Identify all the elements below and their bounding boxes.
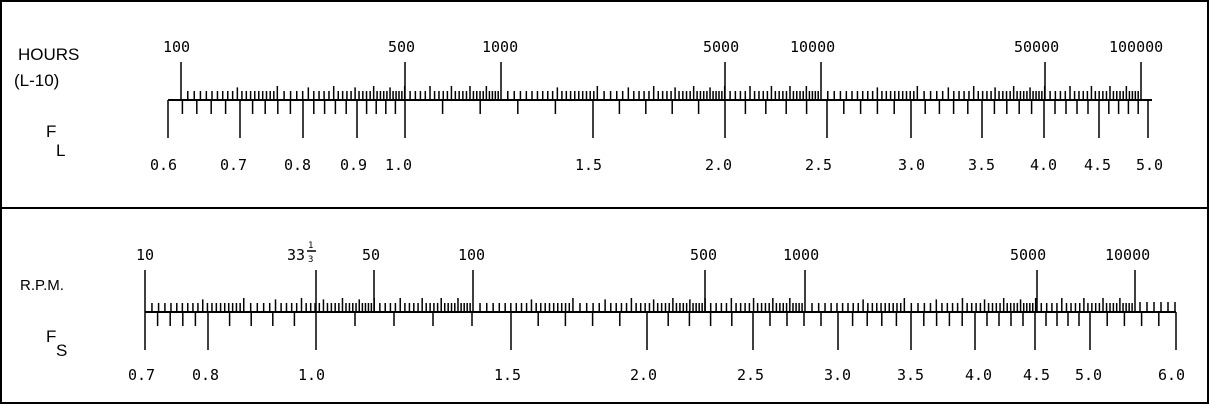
fs-factor-subscript: S <box>56 341 67 360</box>
rpm-label-5000: 5000 <box>1010 246 1046 264</box>
fl-label-1.5: 1.5 <box>575 156 602 174</box>
hours-label-100: 100 <box>163 38 190 56</box>
hours-label-500: 500 <box>388 38 415 56</box>
fl-factor-subscript: L <box>56 141 65 160</box>
rpm-label-100: 100 <box>458 246 485 264</box>
hours-subtitle: (L-10) <box>14 71 59 90</box>
fl-label-4.0: 4.0 <box>1030 156 1057 174</box>
fs-label-2.0: 2.0 <box>630 366 657 384</box>
fs-label-0.7: 0.7 <box>128 366 155 384</box>
fl-label-5.0: 5.0 <box>1136 156 1163 174</box>
rpm-label-1000: 1000 <box>783 246 819 264</box>
rpm-label-500: 500 <box>690 246 717 264</box>
fl-label-0.6: 0.6 <box>150 156 177 174</box>
fs-label-1.0: 1.0 <box>298 366 325 384</box>
rpm-label-10: 10 <box>136 246 154 264</box>
life-panel: HOURS (L-10) F L 100 500 1000 5000 10000… <box>14 38 1163 174</box>
speed-panel: R.P.M. F S 10 33 1 3 50 100 500 1000 500… <box>20 241 1185 384</box>
fl-factor-letter: F <box>46 122 56 141</box>
fl-label-4.5: 4.5 <box>1084 156 1111 174</box>
fl-label-1.0: 1.0 <box>385 156 412 174</box>
fl-label-2.5: 2.5 <box>805 156 832 174</box>
hours-title: HOURS <box>18 45 79 64</box>
rpm-label-10000: 10000 <box>1105 246 1150 264</box>
rpm-label-50: 50 <box>362 246 380 264</box>
hours-label-1000: 1000 <box>482 38 518 56</box>
fs-label-4.0: 4.0 <box>965 366 992 384</box>
fl-label-0.7: 0.7 <box>220 156 247 174</box>
hours-label-5000: 5000 <box>703 38 739 56</box>
hours-label-50000: 50000 <box>1014 38 1059 56</box>
rpm-fraction-denominator: 3 <box>308 255 313 265</box>
hours-label-100000: 100000 <box>1109 38 1163 56</box>
fl-label-3.0: 3.0 <box>898 156 925 174</box>
fs-label-5.0: 5.0 <box>1075 366 1102 384</box>
fl-label-3.5: 3.5 <box>968 156 995 174</box>
rpm-label-33: 33 <box>287 246 305 264</box>
fs-label-1.5: 1.5 <box>494 366 521 384</box>
fl-label-0.8: 0.8 <box>284 156 311 174</box>
life-scale-ticks <box>167 62 1149 138</box>
fs-label-4.5: 4.5 <box>1023 366 1050 384</box>
fs-label-3.0: 3.0 <box>824 366 851 384</box>
fs-factor-letter: F <box>46 327 56 346</box>
fs-label-3.5: 3.5 <box>897 366 924 384</box>
rpm-title: R.P.M. <box>20 277 64 294</box>
fl-label-2.0: 2.0 <box>705 156 732 174</box>
fs-label-2.5: 2.5 <box>737 366 764 384</box>
hours-label-10000: 10000 <box>790 38 835 56</box>
rpm-fraction-numerator: 1 <box>308 241 313 251</box>
fl-label-0.9: 0.9 <box>340 156 367 174</box>
fs-label-6.0: 6.0 <box>1158 366 1185 384</box>
speed-scale-ticks <box>144 270 1177 350</box>
fs-label-0.8: 0.8 <box>192 366 219 384</box>
